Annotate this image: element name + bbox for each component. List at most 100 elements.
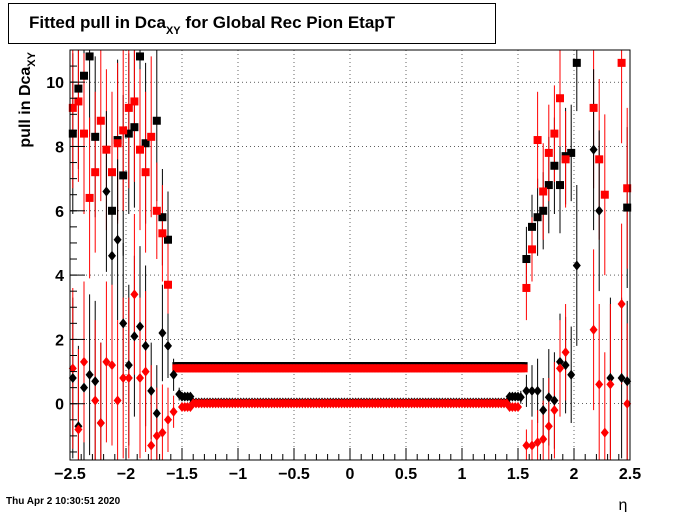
- diamond-marker: [623, 376, 632, 387]
- square-marker: [561, 155, 570, 164]
- title-box: Fitted pull in DcaXY for Global Rec Pion…: [8, 3, 496, 44]
- timestamp-footer: Thu Apr 2 10:30:51 2020: [6, 496, 121, 507]
- y-axis-label-subscript: XY: [26, 51, 38, 66]
- square-marker: [533, 213, 542, 222]
- diamond-marker: [102, 356, 111, 367]
- diamond-marker: [113, 234, 122, 245]
- square-marker: [136, 145, 144, 154]
- diamond-marker: [539, 405, 548, 416]
- y-tick-label: 8: [55, 139, 64, 156]
- square-marker: [85, 193, 94, 202]
- diamond-marker: [528, 385, 536, 396]
- diamond-marker: [147, 440, 156, 451]
- diamond-marker: [544, 392, 553, 403]
- diamond-marker: [533, 385, 542, 396]
- diamond-marker: [561, 360, 570, 371]
- square-marker: [124, 129, 133, 138]
- square-marker: [113, 139, 122, 148]
- x-tick-label: −2.5: [54, 466, 86, 483]
- diamond-marker: [152, 408, 161, 419]
- diamond-marker: [514, 391, 522, 402]
- diamond-marker: [572, 260, 581, 271]
- diamond-marker: [158, 327, 167, 338]
- diamond-marker: [147, 385, 156, 396]
- square-marker: [550, 129, 559, 138]
- diamond-marker: [68, 373, 77, 383]
- diamond-marker: [108, 360, 116, 371]
- square-marker: [80, 71, 88, 80]
- diamond-marker: [533, 437, 542, 448]
- diamond-marker: [623, 398, 632, 409]
- square-marker: [623, 203, 632, 212]
- x-tick-label: −0.5: [278, 466, 310, 483]
- square-marker: [96, 116, 105, 125]
- diamond-marker: [522, 440, 531, 451]
- square-marker: [85, 52, 94, 61]
- diamond-marker: [119, 373, 128, 383]
- diamond-marker: [164, 414, 172, 425]
- diamond-marker: [91, 376, 100, 387]
- x-tick-label: 1.5: [507, 466, 529, 483]
- diamond-marker: [136, 373, 144, 383]
- square-marker: [68, 103, 77, 112]
- diamond-marker: [169, 406, 178, 417]
- diamond-marker: [68, 363, 77, 374]
- square-marker: [74, 97, 83, 106]
- diamond-marker: [550, 395, 559, 406]
- diamond-marker: [96, 418, 105, 429]
- square-marker: [108, 206, 116, 215]
- diamond-marker: [600, 427, 609, 438]
- diamond-marker: [91, 395, 100, 406]
- square-marker: [119, 171, 128, 180]
- title-subscript: XY: [165, 25, 181, 37]
- diamond-marker: [539, 434, 548, 445]
- diamond-marker: [158, 427, 167, 438]
- y-axis-label: pull in DcaXY: [17, 51, 38, 147]
- diamond-marker: [164, 340, 172, 351]
- diamond-marker: [617, 299, 626, 310]
- diamond-marker: [124, 373, 133, 383]
- diamond-marker: [561, 347, 570, 358]
- square-marker: [533, 136, 542, 145]
- x-tick-label: −1.5: [166, 466, 198, 483]
- y-tick-label: 10: [46, 75, 64, 92]
- square-marker: [164, 280, 172, 289]
- title-rest: for Global Rec Pion EtapT: [180, 13, 396, 32]
- square-marker: [519, 364, 528, 373]
- square-marker: [74, 84, 83, 93]
- square-marker: [130, 97, 139, 106]
- diamond-marker: [141, 340, 150, 351]
- square-marker: [152, 206, 161, 215]
- square-marker: [130, 123, 139, 132]
- x-axis-label: η: [619, 497, 628, 512]
- square-marker: [136, 52, 144, 61]
- diamond-marker: [589, 144, 598, 155]
- diamond-marker: [130, 331, 139, 342]
- diamond-marker: [567, 369, 576, 380]
- diamond-marker: [617, 373, 626, 383]
- diamond-marker: [124, 360, 133, 371]
- diamond-marker: [141, 366, 150, 377]
- square-marker: [544, 181, 553, 190]
- diamond-marker: [528, 440, 536, 451]
- square-marker: [528, 245, 536, 254]
- diamond-marker: [595, 379, 604, 390]
- title-main: Fitted pull in Dca: [29, 13, 166, 32]
- square-marker: [539, 187, 548, 196]
- diamond-marker: [514, 401, 522, 412]
- diamond-marker: [74, 424, 83, 435]
- chart-title: Fitted pull in DcaXY for Global Rec Pion…: [29, 13, 395, 37]
- square-marker: [595, 155, 604, 164]
- diamond-marker: [102, 186, 111, 197]
- square-marker: [91, 132, 100, 141]
- diamond-marker: [80, 382, 88, 393]
- x-tick-label: 2.5: [619, 466, 641, 483]
- diamond-marker: [119, 318, 128, 329]
- diamond-marker: [522, 385, 531, 396]
- x-tick-label: 0: [346, 466, 355, 483]
- square-marker: [158, 229, 167, 238]
- y-axis-label-main: pull in Dca: [17, 67, 34, 148]
- square-marker: [158, 213, 167, 222]
- square-marker: [572, 58, 581, 67]
